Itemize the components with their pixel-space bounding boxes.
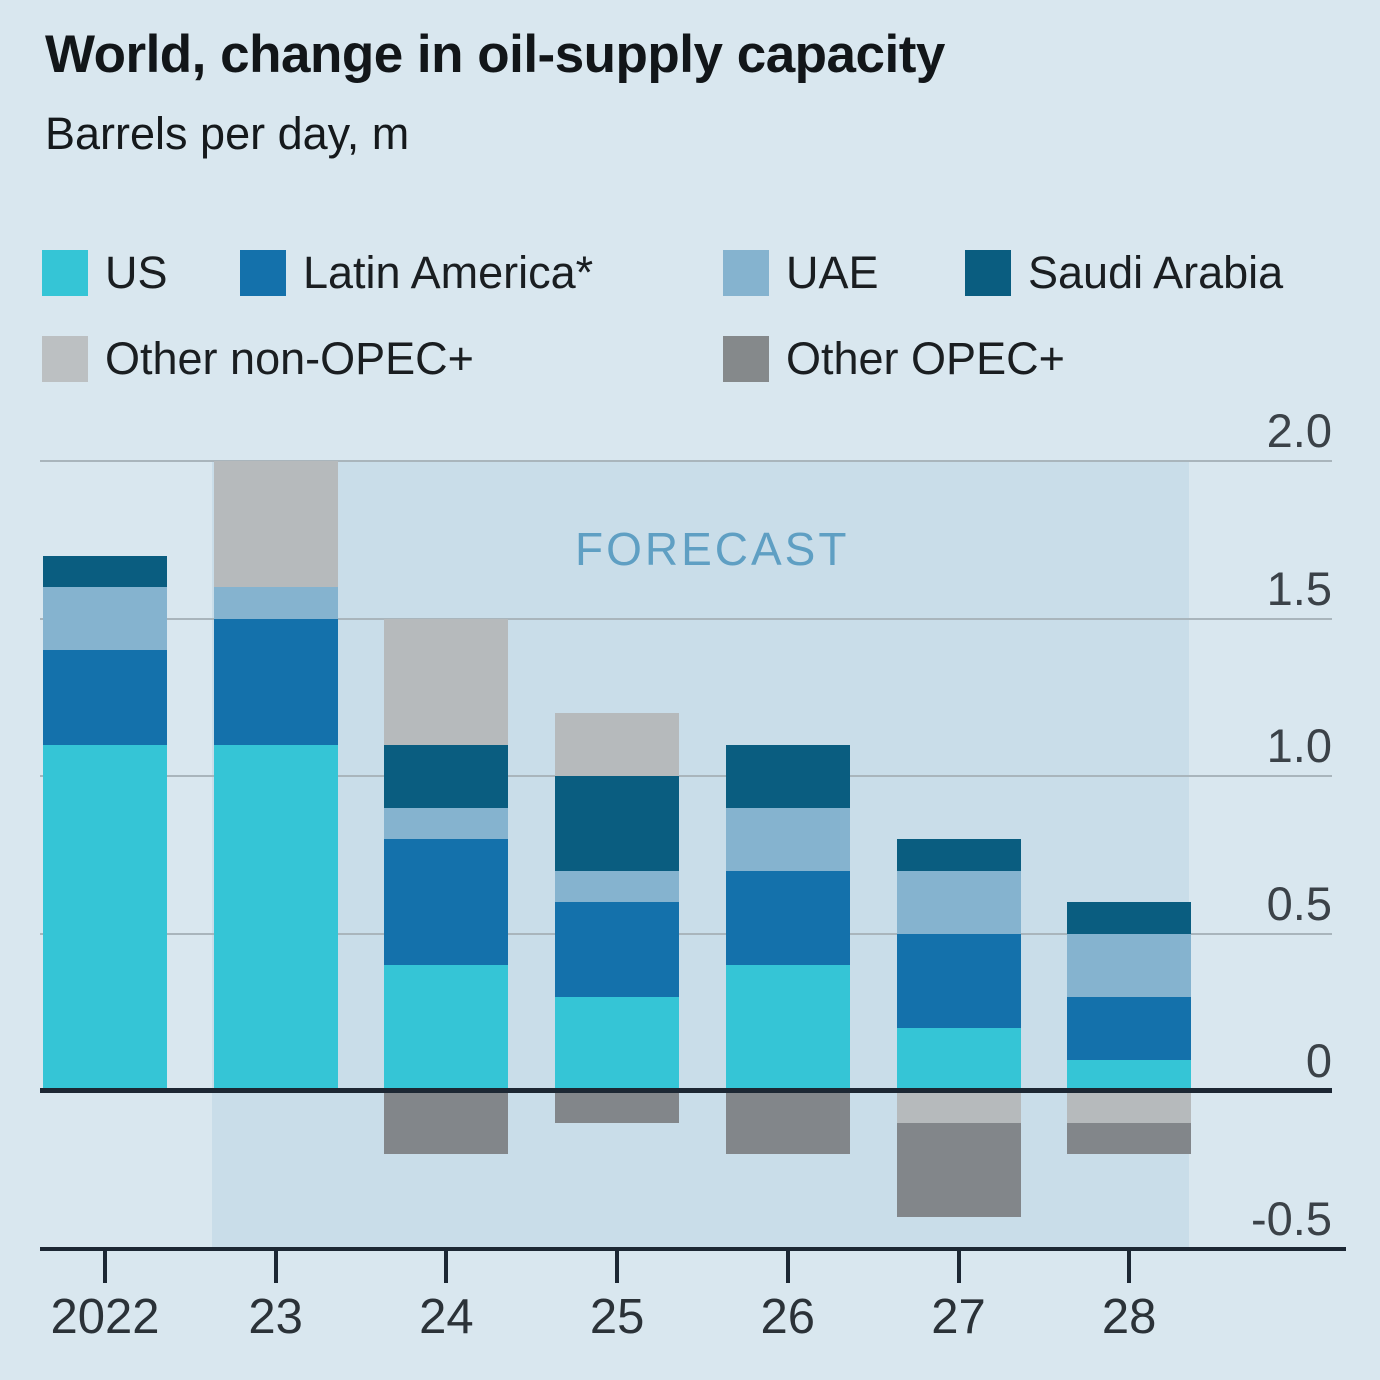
bar-segment-us: [43, 744, 167, 1091]
bar-segment-us: [725, 965, 850, 1091]
bar-segment-latin-america: [725, 870, 850, 965]
bar-segment-latin-america: [1067, 996, 1192, 1060]
x-tick-2022: [103, 1250, 107, 1283]
x-axis-label-23: 23: [248, 1289, 303, 1344]
x-axis-label-26: 26: [760, 1289, 816, 1344]
bar-segment-other-non-opec: [384, 618, 509, 745]
bar-segment-us: [1067, 1059, 1192, 1091]
bar-segment-us: [555, 996, 680, 1091]
legend-item-latin-america: Latin America*: [240, 247, 593, 299]
legend-label: Other OPEC+: [786, 333, 1065, 384]
gridline-2.0: [40, 460, 1332, 462]
bar-segment-uae: [43, 587, 167, 650]
legend-item-uae: UAE: [723, 247, 879, 299]
bar-segment-other-non-opec: [213, 461, 338, 587]
bar-segment-other-non-opec: [555, 713, 680, 776]
y-axis-label-1.5: 1.5: [1266, 561, 1332, 615]
bar-segment-uae: [1067, 933, 1192, 997]
x-tick-23: [273, 1250, 278, 1283]
bar-segment-uae: [384, 807, 509, 839]
bar-segment-other-opec: [384, 1091, 509, 1154]
bar-segment-other-non-opec: [896, 1091, 1021, 1123]
gridline-1.0: [40, 775, 1332, 777]
bar-segment-other-non-opec: [1067, 1091, 1192, 1123]
bar-segment-us: [384, 965, 509, 1091]
x-tick-25: [615, 1250, 620, 1283]
bar-segment-saudi-arabia: [384, 744, 509, 808]
x-axis-label-27: 27: [931, 1289, 986, 1344]
bar-segment-saudi-arabia: [43, 555, 167, 587]
legend-item-other-opec: Other OPEC+: [723, 333, 1065, 385]
legend-swatch-us: [42, 250, 88, 296]
x-tick-26: [785, 1250, 790, 1283]
x-tick-28: [1127, 1250, 1132, 1283]
gridline-1.5: [40, 617, 1332, 620]
legend-swatch-other-opec: [723, 336, 769, 382]
legend-swatch-uae: [723, 250, 769, 296]
legend-label: UAE: [786, 247, 879, 298]
x-tick-27: [956, 1250, 961, 1283]
bar-segment-other-opec: [896, 1122, 1021, 1217]
legend-label: Other non-OPEC+: [105, 333, 474, 384]
gridline-0.5: [40, 932, 1332, 935]
legend-item-saudi-arabia: Saudi Arabia: [965, 247, 1283, 299]
bar-segment-other-opec: [555, 1091, 680, 1123]
legend-label: US: [105, 247, 168, 298]
y-axis-label-0.5: 0.5: [1266, 876, 1332, 930]
bar-segment-latin-america: [384, 839, 509, 965]
legend-item-us: US: [42, 247, 168, 299]
bar-segment-latin-america: [555, 902, 680, 997]
bar-segment-uae: [555, 870, 680, 902]
y-axis-label-1.0: 1.0: [1266, 719, 1332, 772]
x-axis-label-25: 25: [589, 1289, 645, 1344]
x-axis-label-28: 28: [1101, 1289, 1157, 1344]
y-axis-label-2.0: 2.0: [1266, 404, 1332, 457]
forecast-band: [212, 462, 1189, 1249]
bar-segment-latin-america: [896, 933, 1021, 1028]
bar-segment-saudi-arabia: [896, 839, 1021, 871]
bar-segment-us: [213, 744, 338, 1091]
bar-segment-saudi-arabia: [1067, 902, 1192, 934]
legend-swatch-saudi-arabia: [965, 250, 1011, 296]
forecast-label: FORECAST: [575, 523, 850, 575]
x-axis-label-24: 24: [419, 1289, 474, 1344]
legend-item-other-non-opec: Other non-OPEC+: [42, 333, 474, 385]
bar-segment-latin-america: [213, 618, 338, 745]
bar-segment-uae: [725, 807, 850, 871]
bar-segment-uae: [213, 587, 338, 619]
zero-line: [40, 1088, 1332, 1093]
chart-subtitle: Barrels per day, m: [45, 108, 410, 159]
y-axis-label--0.5: -0.5: [1251, 1191, 1332, 1245]
legend-swatch-latin-america: [240, 250, 286, 296]
bar-segment-uae: [896, 870, 1021, 934]
x-axis-line: [40, 1246, 1346, 1251]
x-axis-label-2022: 2022: [50, 1289, 160, 1344]
bar-segment-us: [896, 1028, 1021, 1091]
bar-segment-saudi-arabia: [725, 744, 850, 808]
legend-swatch-other-non-opec: [42, 336, 88, 382]
y-axis-label-0: 0: [1305, 1034, 1332, 1087]
bar-segment-other-opec: [725, 1091, 850, 1154]
legend-label: Latin America*: [303, 247, 594, 298]
chart-title: World, change in oil-supply capacity: [45, 25, 945, 84]
bar-segment-other-opec: [1067, 1122, 1192, 1154]
legend-label: Saudi Arabia: [1028, 247, 1284, 298]
x-tick-24: [444, 1250, 449, 1283]
bar-segment-latin-america: [43, 650, 167, 745]
bar-segment-saudi-arabia: [555, 776, 680, 871]
